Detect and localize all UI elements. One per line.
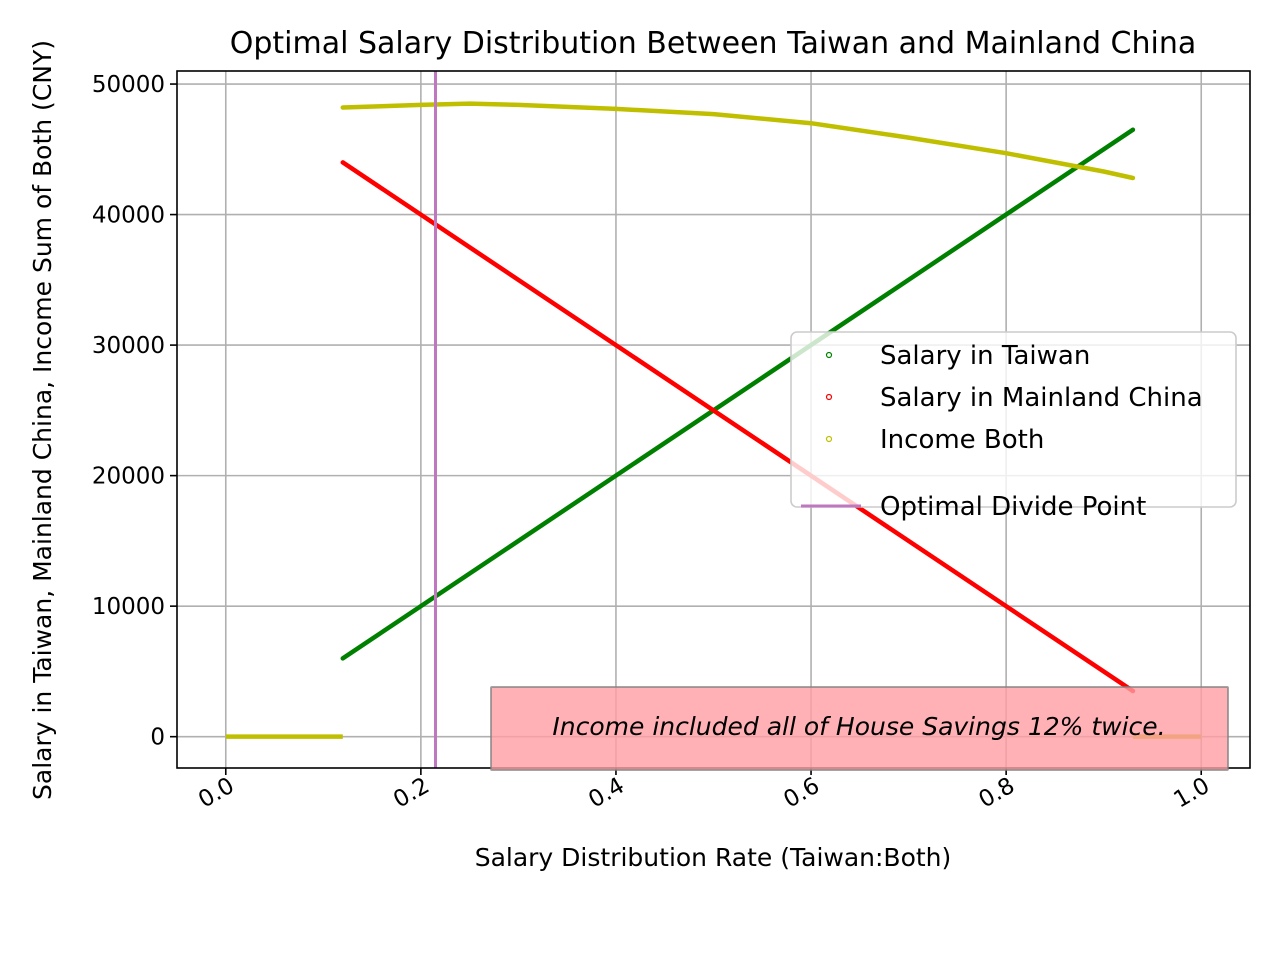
- income-both-point: [340, 105, 345, 110]
- annotation-box: Income included all of House Savings 12%…: [490, 686, 1229, 771]
- legend: Salary in Taiwan Salary in Mainland China…: [790, 331, 1237, 522]
- income-both-point: [1101, 169, 1106, 174]
- y-tick-label: 20000: [92, 464, 165, 490]
- income-both-point: [1130, 176, 1135, 181]
- legend-marker-swatch: [825, 435, 833, 443]
- annotation-background: [490, 686, 1229, 771]
- legend-marker-swatch: [825, 393, 833, 401]
- series-salary-in-taiwan: [340, 127, 1136, 661]
- salary-in-mainland-china-point: [340, 160, 345, 165]
- income-both-point: [906, 135, 911, 140]
- y-tick-label: 10000: [92, 594, 165, 620]
- legend-label: Income Both: [880, 425, 1044, 455]
- income-both-point: [418, 102, 423, 107]
- x-axis-label: Salary Distribution Rate (Taiwan:Both): [475, 843, 952, 872]
- salary-in-taiwan-point: [1130, 127, 1135, 132]
- y-axis-ticks: 0 10000 20000 30000 40000 50000: [92, 72, 177, 751]
- x-axis-ticks: 0.0 0.2 0.4 0.6 0.8 1.0: [194, 768, 1214, 813]
- legend-label: Salary in Taiwan: [880, 341, 1090, 371]
- series-income-both: [340, 101, 1136, 181]
- y-tick-label: 0: [150, 725, 165, 751]
- x-tick-label: 1.0: [1170, 773, 1215, 814]
- series-salary-in-mainland-china: [340, 160, 1136, 694]
- income-both-point: [809, 121, 814, 126]
- x-tick-label: 0.2: [389, 773, 434, 814]
- annotation-text: Income included all of House Savings 12%…: [552, 712, 1165, 741]
- legend-marker-swatch: [825, 351, 833, 359]
- legend-label: Salary in Mainland China: [880, 383, 1203, 413]
- legend-item-optimal-divide-point: Optimal Divide Point: [801, 492, 1146, 522]
- salary-in-taiwan-point: [340, 656, 345, 661]
- income-both-point: [613, 106, 618, 111]
- y-tick-label: 30000: [92, 333, 165, 359]
- x-tick-label: 0.0: [194, 773, 239, 814]
- y-tick-label: 40000: [92, 203, 165, 229]
- y-axis-label: Salary in Taiwan, Mainland China, Income…: [28, 40, 57, 800]
- x-tick-label: 0.4: [584, 773, 629, 814]
- y-tick-label: 50000: [92, 72, 165, 98]
- legend-frame: [790, 331, 1237, 508]
- x-tick-label: 0.8: [974, 773, 1019, 814]
- legend-label: Optimal Divide Point: [880, 492, 1146, 522]
- x-tick-label: 0.6: [779, 773, 824, 814]
- legend-item-income-both: Income Both: [825, 425, 1044, 455]
- legend-item-salary-in-mainland-china: Salary in Mainland China: [825, 383, 1203, 413]
- chart-title: Optimal Salary Distribution Between Taiw…: [230, 26, 1197, 61]
- income-both-point: [467, 101, 472, 106]
- legend-item-salary-in-taiwan: Salary in Taiwan: [825, 341, 1090, 371]
- income-both-point: [1004, 151, 1009, 156]
- income-both-point: [516, 102, 521, 107]
- income-both-point: [711, 112, 716, 117]
